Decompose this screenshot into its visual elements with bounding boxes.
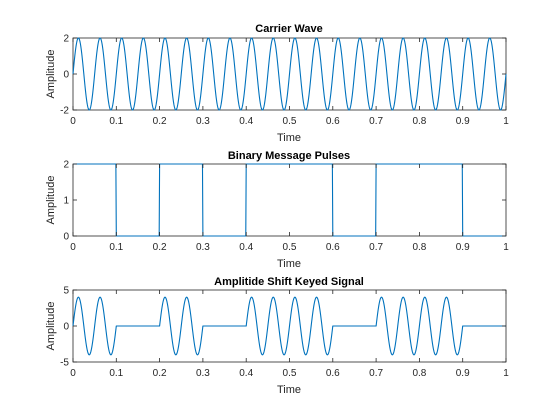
x-axis-label: Time (277, 384, 301, 396)
x-tick-label: 0.5 (283, 116, 297, 127)
x-tick-label: 0.1 (109, 116, 123, 127)
plot-area (72, 163, 507, 237)
y-axis-label: Amplitude (45, 302, 57, 351)
y-ticks: -2 0 2 (60, 34, 506, 117)
x-tick-label: 0 (70, 368, 76, 379)
chart-title: Binary Message Pulses (228, 150, 350, 162)
x-tick-label: 0.6 (326, 116, 340, 127)
x-tick-label: 0.9 (456, 242, 470, 253)
x-tick-label: 0.7 (369, 368, 383, 379)
chart-title: Amplitide Shift Keyed Signal (214, 276, 364, 288)
x-tick-label: 0.4 (239, 242, 253, 253)
x-tick-label: 0.9 (456, 116, 470, 127)
x-ticks: 0 0.1 0.2 0.3 0.4 0.5 0.6 0.7 0.8 0.9 1 (70, 164, 509, 253)
x-tick-label: 0.4 (239, 368, 253, 379)
x-tick-label: 0.2 (153, 242, 167, 253)
x-tick-label: 1 (503, 116, 509, 127)
x-tick-label: 0.9 (456, 368, 470, 379)
subplot-carrier-wave: Carrier Wave 0 0.1 0.2 0.3 0.4 0.5 0.6 0.7 0.8 0.… (45, 23, 509, 144)
x-tick-label: 0.5 (283, 368, 297, 379)
y-tick-label: -5 (60, 358, 69, 369)
y-ticks: -5 0 5 (60, 286, 506, 369)
y-tick-label: 2 (63, 34, 69, 45)
x-tick-label: 1 (503, 368, 509, 379)
x-tick-label: 0.8 (412, 368, 426, 379)
y-tick-label: -2 (60, 106, 69, 117)
x-ticks: 0 0.1 0.2 0.3 0.4 0.5 0.6 0.7 0.8 0.9 1 (70, 290, 509, 379)
x-tick-label: 0.2 (153, 368, 167, 379)
x-tick-label: 0 (70, 242, 76, 253)
x-tick-label: 0.8 (412, 116, 426, 127)
x-tick-label: 0.6 (326, 242, 340, 253)
y-axis-label: Amplitude (45, 176, 57, 225)
x-axis-label: Time (277, 132, 301, 144)
x-axis-label: Time (277, 258, 301, 270)
x-tick-label: 1 (503, 242, 509, 253)
x-tick-label: 0.4 (239, 116, 253, 127)
carrier-wave-line (72, 37, 507, 111)
y-tick-label: 0 (63, 232, 69, 243)
x-tick-label: 0.3 (196, 242, 210, 253)
y-ticks: 0 1 2 (63, 160, 506, 243)
x-tick-label: 0.7 (369, 242, 383, 253)
x-tick-label: 0.3 (196, 368, 210, 379)
x-tick-label: 0.7 (369, 116, 383, 127)
x-tick-label: 0.2 (153, 116, 167, 127)
x-ticks: 0 0.1 0.2 0.3 0.4 0.5 0.6 0.7 0.8 0.9 1 (70, 38, 509, 127)
y-axis-label: Amplitude (45, 50, 57, 99)
x-tick-label: 0.5 (283, 242, 297, 253)
x-tick-label: 0 (70, 116, 76, 127)
chart-title: Carrier Wave (255, 23, 322, 35)
y-tick-label: 2 (63, 160, 69, 171)
y-tick-label: 1 (63, 196, 69, 207)
x-tick-label: 0.3 (196, 116, 210, 127)
x-tick-label: 0.1 (109, 368, 123, 379)
y-tick-label: 0 (63, 322, 69, 333)
ask-signal-line (72, 296, 507, 356)
y-tick-label: 0 (63, 70, 69, 81)
y-tick-label: 5 (63, 286, 69, 297)
subplot-binary-message-pulses: Binary Message Pulses 0 0.1 0.2 0.3 0.4 0.5 0.… (45, 150, 509, 270)
subplot-ask-signal: Amplitide Shift Keyed Signal 0 0.1 0.2 0.3 0… (45, 276, 509, 396)
x-tick-label: 0.8 (412, 242, 426, 253)
x-tick-label: 0.1 (109, 242, 123, 253)
x-tick-label: 0.6 (326, 368, 340, 379)
